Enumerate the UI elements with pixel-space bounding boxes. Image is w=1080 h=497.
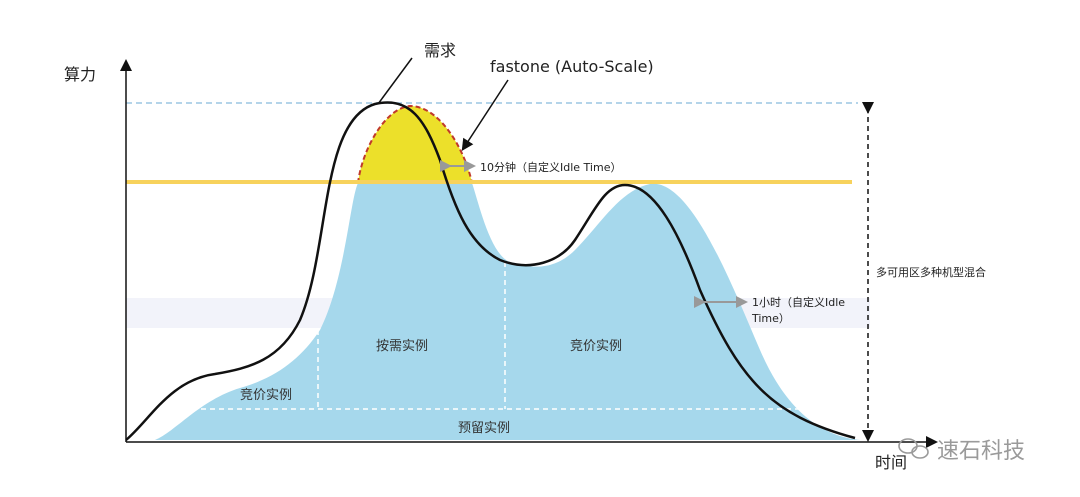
wechat-icon xyxy=(898,438,929,459)
fastone-pointer xyxy=(461,79,509,152)
x-axis-label: 时间 xyxy=(875,453,907,472)
reserved-label: 预留实例 xyxy=(458,421,510,436)
idle-short-label: 10分钟（自定义Idle Time） xyxy=(480,160,621,174)
y-axis-label: 算力 xyxy=(64,65,96,84)
watermark: 速石科技 xyxy=(898,438,1025,464)
idle-long-label-line1: 1小时（自定义Idle xyxy=(752,295,845,309)
spot-right-label: 竞价实例 xyxy=(570,338,622,354)
burst-area xyxy=(356,104,474,184)
on-demand-label: 按需实例 xyxy=(376,339,428,354)
spot-left-label: 竞价实例 xyxy=(240,387,292,403)
demand-pointer xyxy=(377,57,413,105)
demand-curve xyxy=(125,101,856,441)
watermark-text: 速石科技 xyxy=(937,439,1025,464)
multi-zone-label: 多可用区多种机型混合 xyxy=(876,265,986,279)
fastone-label: fastone (Auto-Scale) xyxy=(490,57,654,76)
demand-label: 需求 xyxy=(424,41,456,60)
idle-long-label-line2: Time） xyxy=(751,312,790,325)
